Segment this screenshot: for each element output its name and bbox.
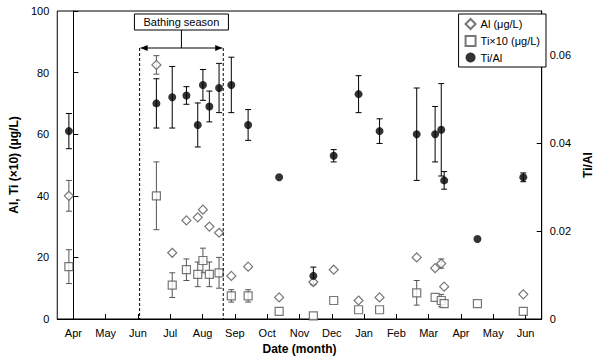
svg-text:80: 80 [37,67,49,79]
svg-text:20: 20 [37,251,49,263]
svg-text:Apr: Apr [452,327,469,339]
svg-text:Jul: Jul [163,327,177,339]
svg-text:Jun: Jun [517,327,535,339]
svg-text:0: 0 [550,313,556,325]
svg-text:May: May [483,327,504,339]
svg-text:60: 60 [37,128,49,140]
svg-text:0.02: 0.02 [550,225,571,237]
svg-text:Ti×10 (μg/L): Ti×10 (μg/L) [481,35,540,47]
svg-text:40: 40 [37,190,49,202]
svg-text:Al, Ti (×10) (μg/L): Al, Ti (×10) (μg/L) [7,116,21,213]
svg-text:Jan: Jan [355,327,373,339]
svg-text:Apr: Apr [65,327,82,339]
svg-text:Nov: Nov [290,327,310,339]
svg-text:100: 100 [31,5,49,17]
svg-text:Ti/Al: Ti/Al [481,52,503,64]
svg-text:Al (μg/L): Al (μg/L) [481,18,523,30]
svg-text:Feb: Feb [387,327,406,339]
svg-text:Oct: Oct [259,327,276,339]
svg-text:Dec: Dec [322,327,342,339]
svg-text:0.04: 0.04 [550,137,571,149]
svg-text:0: 0 [43,313,49,325]
svg-text:0.06: 0.06 [550,49,571,61]
svg-text:May: May [95,327,116,339]
svg-text:Mar: Mar [419,327,438,339]
svg-text:Aug: Aug [193,327,213,339]
svg-text:Bathing season: Bathing season [144,16,220,28]
svg-text:Date (month): Date (month) [262,342,336,356]
svg-text:Jun: Jun [129,327,147,339]
svg-text:Sep: Sep [225,327,245,339]
svg-text:Ti/Al: Ti/Al [581,152,595,178]
